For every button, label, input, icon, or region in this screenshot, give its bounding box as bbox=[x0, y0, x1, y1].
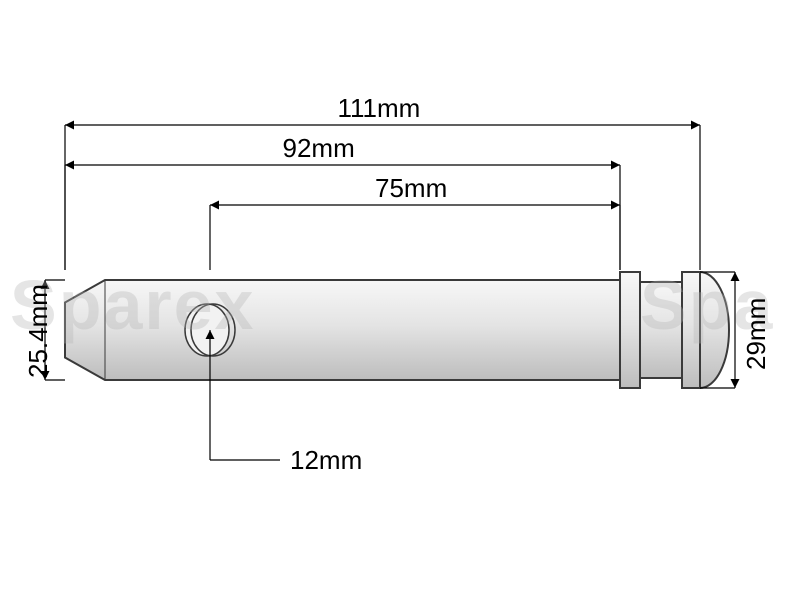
technical-drawing bbox=[0, 0, 800, 600]
dim-head-dia-label: 29mm bbox=[741, 298, 772, 370]
pin-body bbox=[65, 272, 729, 388]
dim-hole-dia-label: 12mm bbox=[290, 445, 362, 476]
dim-working-label: 75mm bbox=[375, 173, 447, 204]
dim-overall-label: 111mm bbox=[338, 93, 421, 124]
dim-tip-dia-label: 25.4mm bbox=[23, 284, 54, 378]
dim-to-groove-label: 92mm bbox=[283, 133, 355, 164]
